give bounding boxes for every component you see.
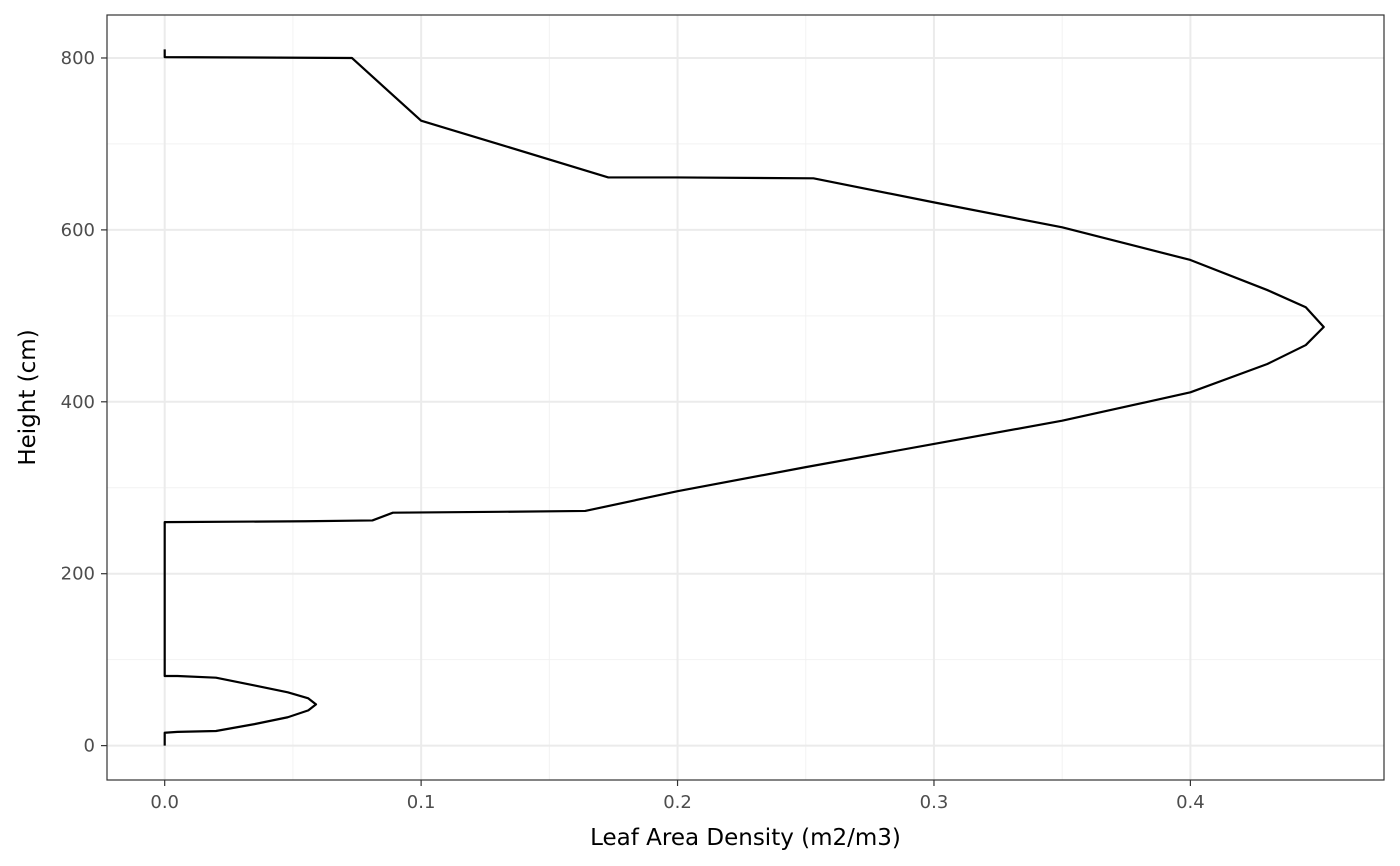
minor-gridlines (107, 15, 1384, 780)
series-layer (163, 49, 1325, 746)
plot-panel-border (106, 14, 1385, 781)
x-axis-title: Leaf Area Density (m2/m3) (590, 825, 901, 851)
x-tick-label: 0.2 (663, 792, 692, 813)
y-tick-label: 200 (61, 564, 95, 585)
x-tick-label: 0.1 (407, 792, 436, 813)
y-axis: 0 200 400 600 800 (61, 48, 107, 757)
x-tick-label: 0.3 (920, 792, 949, 813)
y-tick-label: 800 (61, 48, 95, 69)
y-tick-label: 600 (61, 220, 95, 241)
density-profile-line (163, 49, 1325, 746)
y-axis-title: Height (cm) (15, 329, 41, 465)
y-tick-label: 400 (61, 392, 95, 413)
x-tick-label: 0.0 (150, 792, 179, 813)
x-tick-label: 0.4 (1176, 792, 1205, 813)
y-tick-label: 0 (84, 736, 95, 757)
x-axis: 0.0 0.1 0.2 0.3 0.4 (150, 780, 1205, 813)
major-gridlines (107, 15, 1384, 780)
